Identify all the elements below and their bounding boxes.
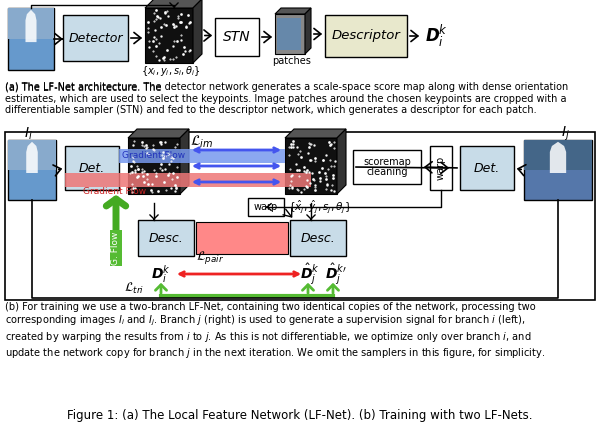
Polygon shape [25, 10, 37, 42]
Text: $\{\hat{x}_j, \hat{y}_j, s_j, \theta_j\}$: $\{\hat{x}_j, \hat{y}_j, s_j, \theta_j\}… [288, 199, 352, 215]
FancyBboxPatch shape [65, 173, 311, 187]
FancyBboxPatch shape [8, 140, 56, 170]
FancyBboxPatch shape [8, 140, 56, 200]
Text: $I_j$: $I_j$ [561, 125, 570, 143]
Polygon shape [193, 0, 202, 63]
Polygon shape [337, 129, 346, 194]
Text: (a) The LF-Net architecture. The: (a) The LF-Net architecture. The [5, 82, 164, 92]
FancyBboxPatch shape [119, 149, 285, 163]
Text: patches: patches [272, 56, 311, 66]
Text: $\mathcal{L}_{pair}$: $\mathcal{L}_{pair}$ [196, 249, 224, 267]
FancyBboxPatch shape [325, 15, 407, 57]
Polygon shape [26, 142, 38, 173]
Text: warp: warp [254, 202, 278, 212]
Text: Det.: Det. [79, 162, 105, 175]
Polygon shape [145, 8, 193, 63]
FancyBboxPatch shape [277, 18, 301, 50]
Text: Descriptor: Descriptor [332, 30, 400, 42]
Polygon shape [285, 138, 337, 194]
Text: Gradient Flow: Gradient Flow [83, 187, 146, 196]
Text: G. Flow: G. Flow [112, 232, 121, 265]
Polygon shape [550, 142, 566, 173]
Text: STN: STN [223, 30, 251, 44]
Text: Detector: Detector [68, 31, 123, 45]
Text: $\hat{\boldsymbol{D}}_j^k$: $\hat{\boldsymbol{D}}_j^k$ [300, 262, 320, 287]
Text: Gradient Flow: Gradient Flow [122, 151, 185, 161]
Text: cleaning: cleaning [366, 167, 408, 177]
FancyBboxPatch shape [196, 222, 288, 254]
FancyBboxPatch shape [5, 132, 595, 300]
Text: $\boldsymbol{D}_i^k$: $\boldsymbol{D}_i^k$ [425, 23, 448, 49]
Text: $\{x_i, y_i, s_i, \theta_i\}$: $\{x_i, y_i, s_i, \theta_i\}$ [141, 64, 201, 78]
Text: (a) The LF-Net architecture. The detector network generates a scale-space score : (a) The LF-Net architecture. The detecto… [5, 82, 568, 115]
FancyBboxPatch shape [524, 140, 592, 200]
FancyBboxPatch shape [524, 140, 592, 170]
FancyBboxPatch shape [8, 8, 54, 39]
Polygon shape [305, 8, 311, 54]
Text: $\mathcal{L}_{im}$: $\mathcal{L}_{im}$ [190, 134, 213, 150]
FancyBboxPatch shape [63, 15, 128, 61]
Polygon shape [275, 14, 305, 54]
FancyBboxPatch shape [460, 146, 514, 190]
FancyBboxPatch shape [215, 18, 259, 56]
Polygon shape [145, 0, 202, 8]
Text: (b) For training we use a two-branch LF-Net, containing two identical copies of : (b) For training we use a two-branch LF-… [5, 302, 545, 360]
Text: Desc.: Desc. [301, 232, 335, 245]
FancyBboxPatch shape [290, 220, 346, 256]
FancyBboxPatch shape [430, 146, 452, 190]
FancyBboxPatch shape [138, 220, 194, 256]
Polygon shape [128, 129, 189, 138]
Polygon shape [285, 129, 346, 138]
Polygon shape [275, 8, 311, 14]
FancyBboxPatch shape [248, 198, 284, 216]
Polygon shape [180, 129, 189, 194]
Text: warp: warp [436, 156, 446, 180]
Polygon shape [128, 138, 180, 194]
FancyBboxPatch shape [8, 8, 54, 70]
FancyBboxPatch shape [353, 150, 421, 184]
Text: $\boldsymbol{D}_i^k$: $\boldsymbol{D}_i^k$ [151, 263, 171, 285]
Text: scoremap: scoremap [363, 157, 411, 167]
FancyBboxPatch shape [65, 146, 119, 190]
Text: $\mathcal{L}_{tri}$: $\mathcal{L}_{tri}$ [124, 280, 144, 296]
Text: $\hat{\boldsymbol{D}}_j^{k\prime}$: $\hat{\boldsymbol{D}}_j^{k\prime}$ [325, 262, 347, 287]
Text: Figure 1: (a) The Local Feature Network (LF-Net). (b) Training with two LF-Nets.: Figure 1: (a) The Local Feature Network … [67, 410, 533, 422]
Text: $I_i$: $I_i$ [24, 126, 33, 142]
Text: Desc.: Desc. [149, 232, 184, 245]
Text: Det.: Det. [474, 162, 500, 175]
